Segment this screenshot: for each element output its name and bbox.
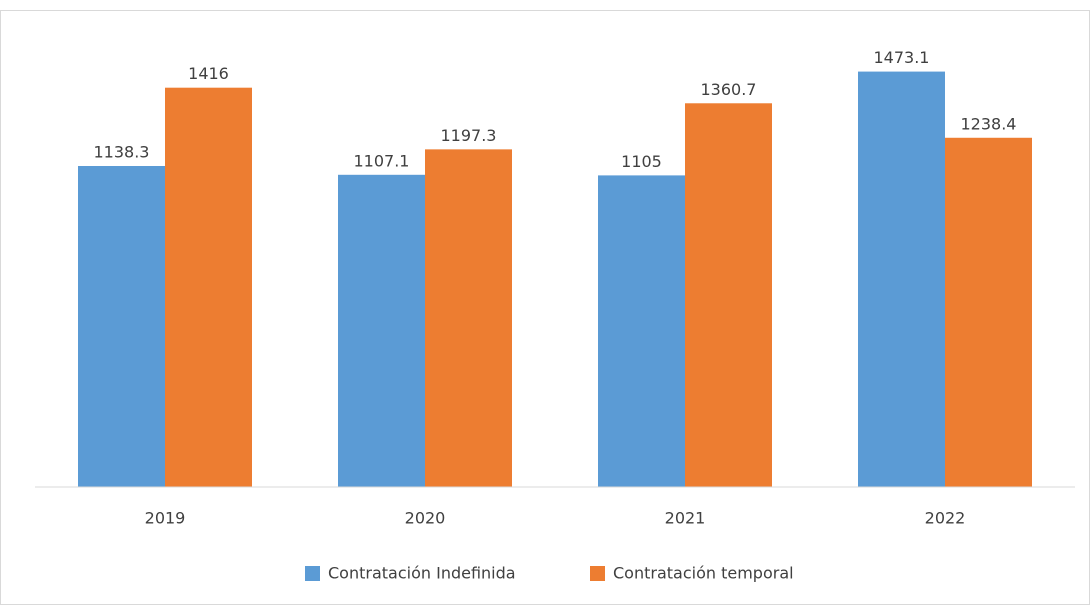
bar (858, 71, 945, 487)
x-tick-label: 2021 (665, 509, 706, 528)
value-label: 1473.1 (874, 48, 930, 67)
bar (338, 174, 425, 488)
bar (945, 137, 1032, 488)
value-label: 1107.1 (354, 151, 410, 170)
value-label: 1138.3 (94, 142, 150, 161)
legend-swatch (305, 566, 320, 581)
value-label: 1197.3 (441, 126, 497, 145)
bar (598, 175, 685, 487)
x-tick-label: 2020 (405, 509, 446, 528)
bar (685, 103, 772, 488)
bar (165, 87, 252, 488)
value-label: 1416 (188, 64, 229, 83)
value-label: 1360.7 (701, 80, 757, 99)
value-label: 1238.4 (961, 114, 1017, 133)
value-label: 1105 (621, 152, 662, 171)
bar (425, 149, 512, 488)
bar (78, 165, 165, 488)
legend-swatch (590, 566, 605, 581)
x-tick-label: 2019 (145, 509, 186, 528)
legend-label: Contratación Indefinida (328, 564, 516, 583)
legend-label: Contratación temporal (613, 564, 794, 583)
x-tick-label: 2022 (925, 509, 966, 528)
